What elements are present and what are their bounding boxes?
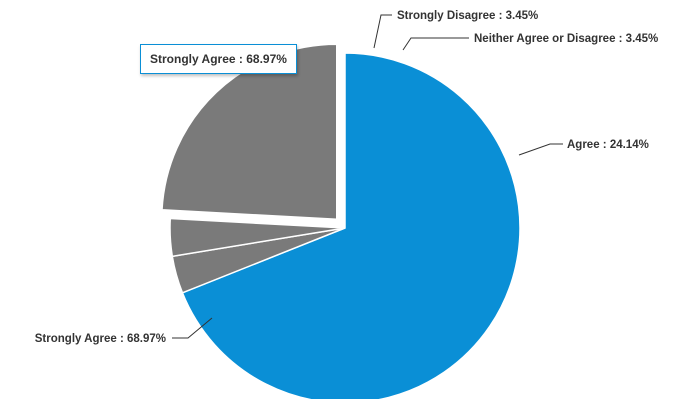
- pie-slice-neither-agree-or-disagree[interactable]: [169, 217, 346, 258]
- data-label: Strongly Agree : 68.97%: [35, 333, 166, 345]
- leader-line: [373, 14, 392, 49]
- hover-tooltip: Strongly Agree : 68.97%: [140, 44, 297, 74]
- slices-layer: [161, 43, 521, 399]
- leader-line: [518, 143, 563, 156]
- leader-line: [172, 317, 213, 339]
- data-label: Neither Agree or Disagree : 3.45%: [474, 33, 658, 45]
- labels-layer: Strongly Agree : 68.97% Strongly Disagree…: [35, 10, 659, 345]
- pie-slice-agree[interactable]: [161, 43, 338, 221]
- leader-line: [402, 37, 469, 51]
- data-label: Strongly Disagree : 3.45%: [397, 10, 538, 22]
- pie-slice-strongly-agree[interactable]: [181, 52, 521, 399]
- data-label: Agree : 24.14%: [567, 139, 649, 151]
